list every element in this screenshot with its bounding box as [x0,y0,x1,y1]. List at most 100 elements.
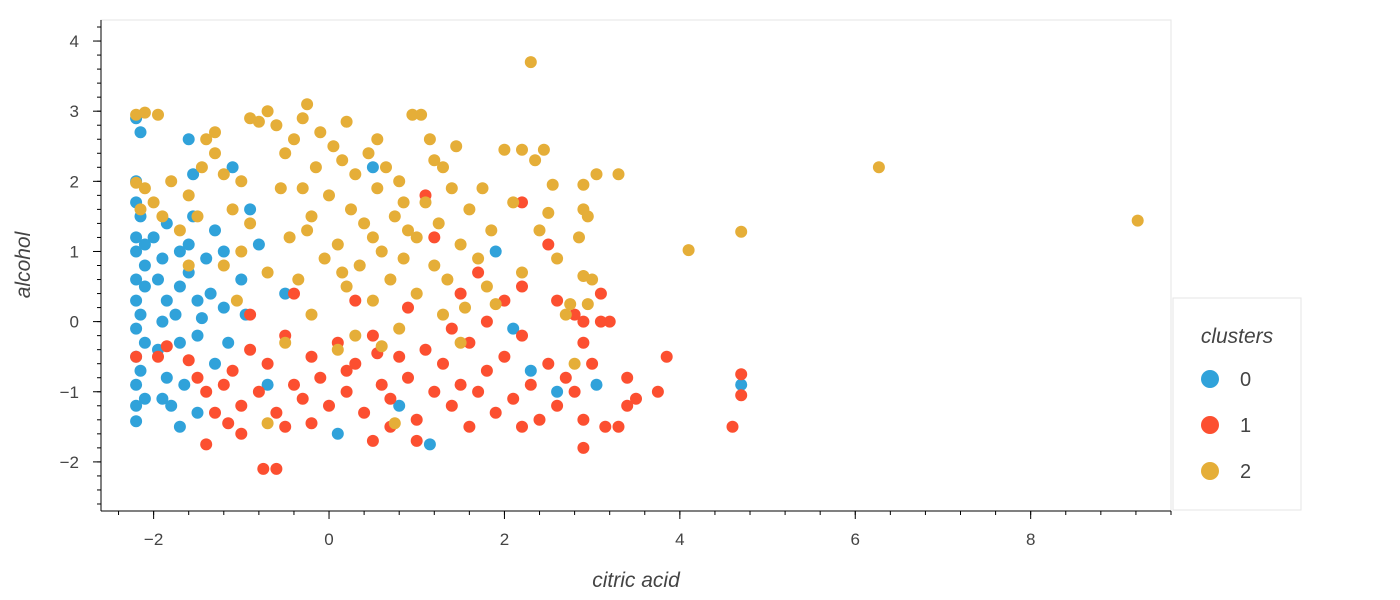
data-point [660,350,673,363]
data-point [173,336,186,349]
data-point [454,238,467,251]
data-point [209,224,221,237]
data-point [244,343,257,356]
data-point [415,108,428,121]
data-point [362,147,375,160]
data-point [209,406,221,419]
y-tick-label: −2 [60,453,79,472]
data-point [200,385,213,398]
data-point [410,434,423,447]
data-point [261,266,274,279]
y-tick-label: 2 [70,172,79,191]
data-point [270,462,283,475]
data-point [371,182,384,195]
data-point [226,364,239,377]
data-point [331,343,344,356]
data-point [397,196,410,209]
data-point [375,340,388,353]
y-tick-label: 0 [70,313,79,332]
data-point [524,364,537,377]
data-point [735,378,748,391]
data-point [472,266,485,279]
data-point [410,287,423,300]
data-point [331,238,344,251]
data-point [437,357,449,370]
data-point [130,245,143,258]
data-point [301,224,314,237]
data-point [559,371,572,384]
data-point [292,273,305,286]
data-point [353,259,366,272]
legend-swatch [1201,462,1219,480]
data-point [138,392,151,405]
data-point [590,378,603,391]
data-point [384,273,397,286]
x-tick-label: 0 [324,530,333,549]
legend: clusters 0 1 2 [1172,297,1302,511]
data-point [182,133,195,146]
data-point [252,385,265,398]
data-point [169,308,182,321]
data-point [130,322,143,335]
legend-title: clusters [1201,325,1274,348]
data-point [445,182,458,195]
y-tick-label: 3 [70,102,79,121]
data-point [586,357,599,370]
data-point [209,126,221,139]
data-point [134,203,147,216]
data-point [542,357,555,370]
data-point [621,399,634,412]
data-point [366,294,379,307]
data-point [340,385,353,398]
data-point [349,168,362,181]
data-point [358,406,371,419]
data-point [173,280,186,293]
data-point [577,441,590,454]
data-point [138,182,151,195]
data-point [410,413,423,426]
data-point [152,273,164,286]
data-point [152,108,164,121]
data-point [428,231,441,244]
data-point [375,245,388,258]
data-point [516,266,528,279]
data-point [423,438,436,451]
data-point [191,294,204,307]
data-point [428,385,441,398]
data-point [340,364,353,377]
data-point [200,438,213,451]
data-point [393,175,406,188]
data-point [489,245,502,258]
data-point [200,252,213,265]
data-point [261,105,274,118]
data-point [331,427,344,440]
data-point [314,371,327,384]
data-point [191,210,204,223]
data-point [182,259,195,272]
data-point [270,406,283,419]
data-point [388,417,401,430]
data-point [261,378,274,391]
data-point [445,399,458,412]
data-point [130,176,143,189]
data-point [138,259,151,272]
data-point [147,231,160,244]
data-point [138,336,151,349]
data-point [305,417,318,430]
data-point [402,371,414,384]
data-point [423,133,436,146]
data-point [568,385,581,398]
plot-frame [100,19,1172,512]
data-point [366,329,379,342]
data-point [726,420,739,433]
data-point [156,392,169,405]
data-point [472,385,485,398]
data-point [489,406,502,419]
data-point [209,147,221,160]
data-point [621,371,634,384]
data-point [138,280,151,293]
data-point [318,252,331,265]
data-point [735,389,748,402]
data-point [279,147,292,160]
data-point [594,315,607,328]
